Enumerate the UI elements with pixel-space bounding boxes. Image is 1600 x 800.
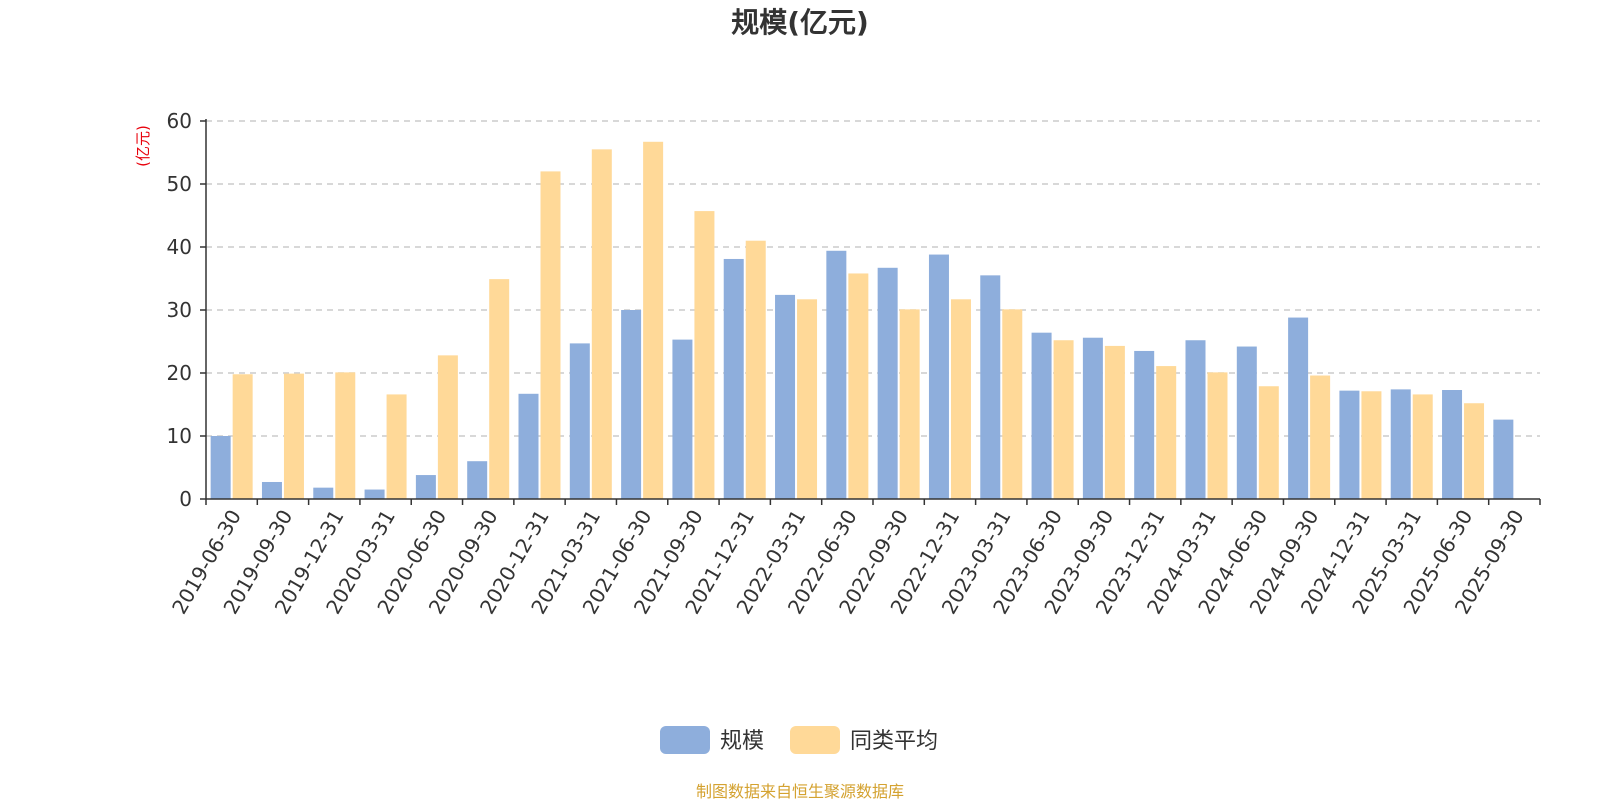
y-tick-label: 60 [167, 109, 192, 133]
bar-peer-average [899, 309, 920, 499]
bar-peer-average [1002, 309, 1023, 499]
y-tick-labels: 0 10 20 30 40 50 60 [167, 109, 192, 511]
bars [210, 141, 1514, 500]
bar-peer-average [1310, 375, 1331, 499]
bar-peer-average [386, 394, 407, 499]
bar-scale [1288, 317, 1309, 499]
bar-peer-average [591, 149, 612, 499]
bar-scale [1339, 390, 1360, 499]
bar-peer-average [489, 279, 510, 499]
chart-title: 规模(亿元) [731, 6, 869, 39]
y-tick-label: 30 [167, 298, 192, 322]
legend-label: 规模 [720, 729, 764, 754]
bar-peer-average [1053, 340, 1074, 499]
bar-scale [261, 481, 282, 499]
bar-scale [415, 475, 436, 499]
y-axis-unit-label: (亿元) [134, 125, 152, 167]
bar-scale [1134, 350, 1155, 499]
bar-scale [1493, 419, 1514, 499]
y-tick-label: 0 [179, 487, 192, 511]
bar-peer-average [797, 299, 818, 499]
bar-scale [775, 294, 796, 499]
bar-scale [313, 487, 334, 499]
y-tick-label: 40 [167, 235, 192, 259]
bar-peer-average [1156, 366, 1177, 499]
bar-peer-average [950, 299, 971, 499]
y-tick-label: 10 [167, 424, 192, 448]
source-note: 制图数据来自恒生聚源数据库 [696, 782, 904, 800]
y-tick-label: 20 [167, 361, 192, 385]
bar-peer-average [848, 273, 869, 499]
bar-peer-average [1361, 391, 1382, 499]
bar-scale [672, 339, 693, 499]
y-tick-label: 50 [167, 172, 192, 196]
bar-scale [518, 393, 539, 499]
bar-scale [1390, 389, 1411, 499]
bar-peer-average [745, 240, 766, 499]
bar-scale [1236, 346, 1257, 499]
legend-label: 同类平均 [850, 729, 938, 754]
bar-scale [826, 250, 847, 499]
axes [200, 119, 1541, 505]
bar-peer-average [335, 372, 356, 499]
bar-scale [980, 275, 1001, 499]
legend-swatch [790, 726, 840, 754]
legend-item-peer-average[interactable]: 同类平均 [790, 726, 938, 754]
bar-scale [210, 436, 231, 499]
bar-scale [1082, 337, 1103, 499]
bar-scale [364, 489, 385, 499]
bar-scale [877, 267, 898, 499]
bar-peer-average [1207, 372, 1228, 499]
x-tick-labels: 2019-06-302019-09-302019-12-312020-03-31… [167, 505, 1529, 618]
legend-swatch [660, 726, 710, 754]
legend[interactable]: 规模 同类平均 [660, 726, 938, 754]
bar-scale [1031, 332, 1052, 499]
bar-scale [928, 254, 949, 499]
bar-peer-average [540, 171, 561, 499]
bar-peer-average [643, 141, 664, 500]
bar-scale [1185, 340, 1206, 499]
bar-scale [621, 310, 642, 499]
legend-item-scale[interactable]: 规模 [660, 726, 764, 754]
grid-lines [206, 120, 1540, 437]
bar-scale [1442, 390, 1463, 499]
bar-scale [723, 258, 744, 499]
bar-scale [569, 343, 590, 499]
bar-peer-average [437, 355, 458, 499]
bar-peer-average [694, 211, 715, 499]
bar-peer-average [232, 374, 253, 499]
bar-peer-average [1464, 403, 1485, 499]
bar-peer-average [1104, 345, 1125, 499]
bar-scale [467, 461, 488, 499]
bar-peer-average [1412, 394, 1433, 499]
bar-peer-average [283, 373, 304, 499]
bar-peer-average [1258, 386, 1279, 499]
